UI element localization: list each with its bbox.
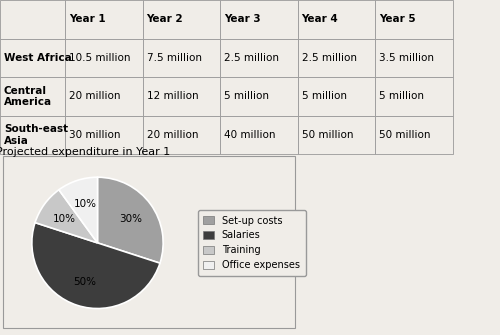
Bar — [298, 116, 375, 154]
Bar — [298, 0, 375, 39]
Wedge shape — [35, 190, 98, 243]
Text: 50 million: 50 million — [302, 130, 353, 140]
Text: 10.5 million: 10.5 million — [69, 53, 130, 63]
Bar — [375, 77, 452, 116]
Text: 5 million: 5 million — [224, 91, 269, 101]
Bar — [220, 77, 298, 116]
Text: Projected expenditure in Year 1: Projected expenditure in Year 1 — [0, 147, 170, 157]
Bar — [65, 39, 142, 77]
Bar — [375, 116, 452, 154]
Text: 10%: 10% — [53, 214, 76, 224]
Text: 50%: 50% — [74, 277, 96, 286]
Wedge shape — [32, 222, 160, 309]
Text: Year 5: Year 5 — [379, 14, 416, 24]
Bar — [0, 116, 65, 154]
Text: 10%: 10% — [74, 199, 96, 209]
Text: 2.5 million: 2.5 million — [302, 53, 356, 63]
Bar — [0, 39, 65, 77]
Bar — [375, 39, 452, 77]
Bar — [0, 77, 65, 116]
Wedge shape — [98, 177, 163, 263]
Wedge shape — [59, 177, 98, 243]
Bar — [220, 39, 298, 77]
Text: Year 3: Year 3 — [224, 14, 260, 24]
Text: West Africa: West Africa — [4, 53, 72, 63]
Bar — [65, 116, 142, 154]
Bar — [298, 39, 375, 77]
Bar — [375, 0, 452, 39]
Text: 5 million: 5 million — [379, 91, 424, 101]
Text: 40 million: 40 million — [224, 130, 276, 140]
Text: 50 million: 50 million — [379, 130, 430, 140]
Text: Year 1: Year 1 — [69, 14, 106, 24]
Text: 30 million: 30 million — [69, 130, 120, 140]
Bar — [0, 0, 65, 39]
Text: 2.5 million: 2.5 million — [224, 53, 279, 63]
Bar — [65, 0, 142, 39]
Bar — [142, 77, 220, 116]
Text: Year 2: Year 2 — [146, 14, 183, 24]
Bar — [65, 77, 142, 116]
Text: Central
America: Central America — [4, 85, 52, 107]
Bar — [142, 39, 220, 77]
Text: 5 million: 5 million — [302, 91, 346, 101]
Text: 30%: 30% — [119, 214, 142, 224]
Bar — [220, 116, 298, 154]
Legend: Set-up costs, Salaries, Training, Office expenses: Set-up costs, Salaries, Training, Office… — [198, 210, 306, 276]
Bar — [220, 0, 298, 39]
Text: 12 million: 12 million — [146, 91, 198, 101]
Bar — [298, 77, 375, 116]
Bar — [142, 116, 220, 154]
Text: Year 4: Year 4 — [302, 14, 338, 24]
Text: 20 million: 20 million — [69, 91, 120, 101]
Text: 7.5 million: 7.5 million — [146, 53, 202, 63]
Text: South-east
Asia: South-east Asia — [4, 124, 68, 146]
Text: 3.5 million: 3.5 million — [379, 53, 434, 63]
Text: 20 million: 20 million — [146, 130, 198, 140]
Bar — [142, 0, 220, 39]
